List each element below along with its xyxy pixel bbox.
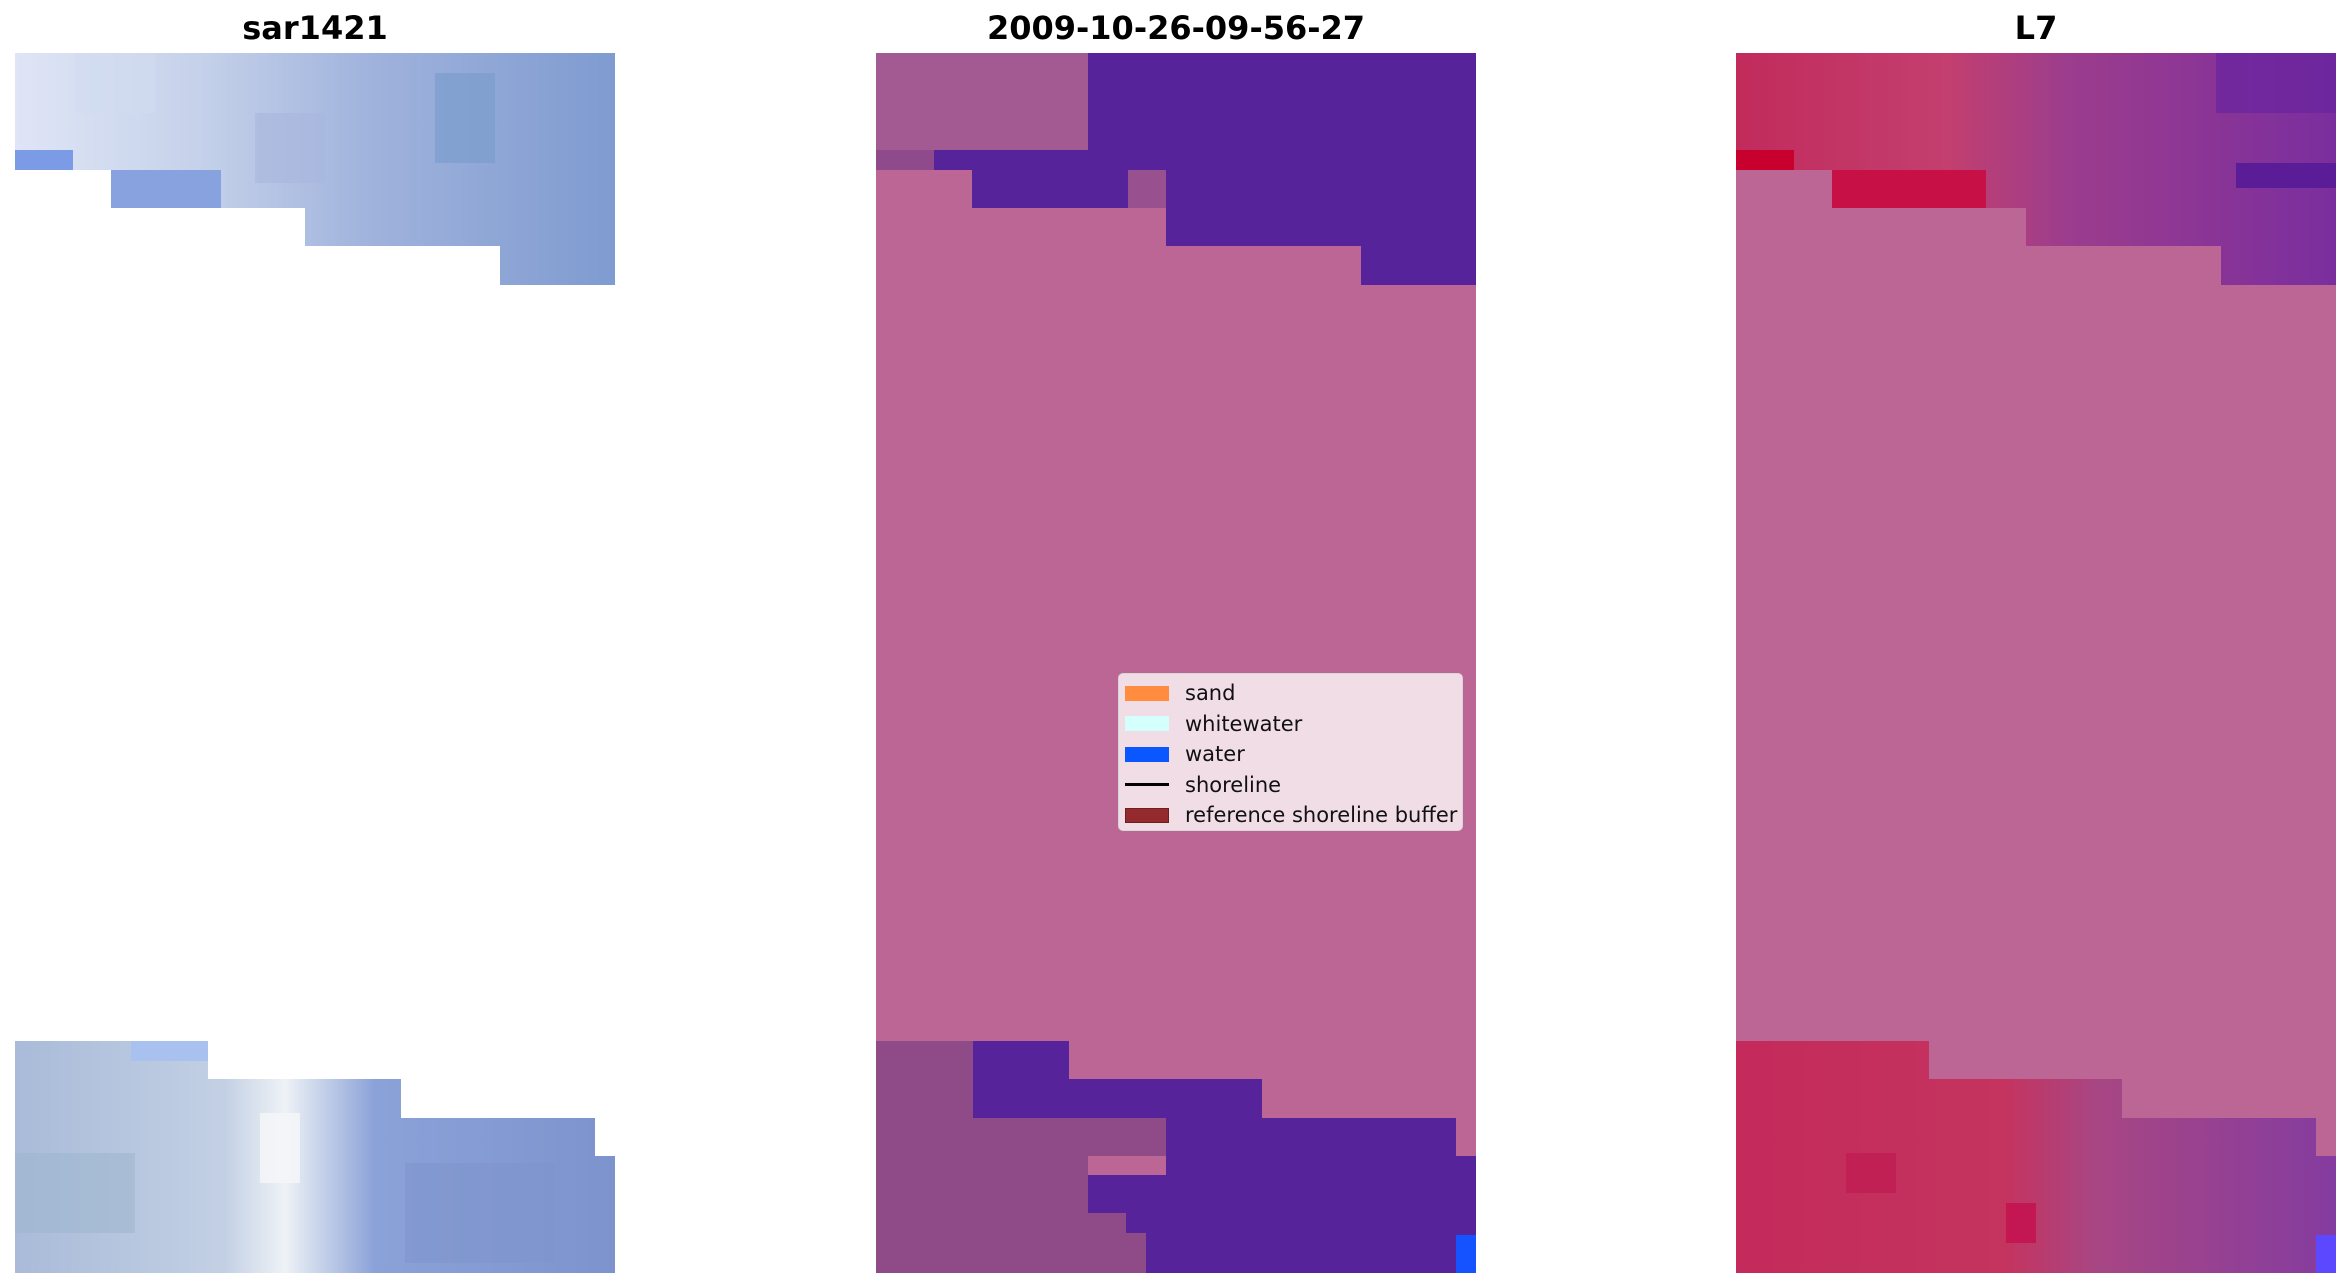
legend-label-reference-buffer: reference shoreline buffer (1185, 803, 1458, 828)
water-pixels (1456, 1235, 1476, 1273)
bottom-water-region (973, 1041, 1476, 1273)
legend-item-whitewater: whitewater (1119, 709, 1462, 740)
panel-title-l7: L7 (2014, 9, 2058, 47)
bottom-mixed-region (876, 1041, 1166, 1273)
legend: sand whitewater water shoreline referenc… (1118, 673, 1463, 831)
legend-label-water: water (1185, 742, 1245, 767)
rgb-image-panel (15, 53, 615, 1273)
panel-title-date: 2009-10-26-09-56-27 (986, 9, 1366, 47)
shoreline-line (1125, 783, 1169, 787)
legend-item-reference-buffer: reference shoreline buffer (1119, 800, 1462, 831)
legend-label-shoreline: shoreline (1185, 772, 1282, 797)
l7-image (1736, 53, 2336, 1273)
top-water-region (954, 53, 1476, 285)
reference-buffer-swatch (1125, 807, 1169, 823)
sand-swatch (1125, 685, 1169, 701)
legend-item-sand: sand (1119, 678, 1462, 709)
l7-top-region (1736, 53, 2336, 285)
legend-label-sand: sand (1185, 681, 1236, 706)
panel-title-sar1421: sar1421 (242, 9, 388, 47)
l7-panel (1736, 53, 2336, 1273)
whitewater-swatch (1125, 716, 1169, 732)
classification-panel (876, 53, 1476, 1273)
l7-bottom-region (1736, 1041, 2336, 1273)
legend-label-whitewater: whitewater (1185, 711, 1303, 736)
legend-item-water: water (1119, 739, 1462, 770)
rgb-image (15, 53, 615, 1273)
legend-item-shoreline: shoreline (1119, 770, 1462, 801)
classification-image (876, 53, 1476, 1273)
water-swatch (1125, 746, 1169, 762)
